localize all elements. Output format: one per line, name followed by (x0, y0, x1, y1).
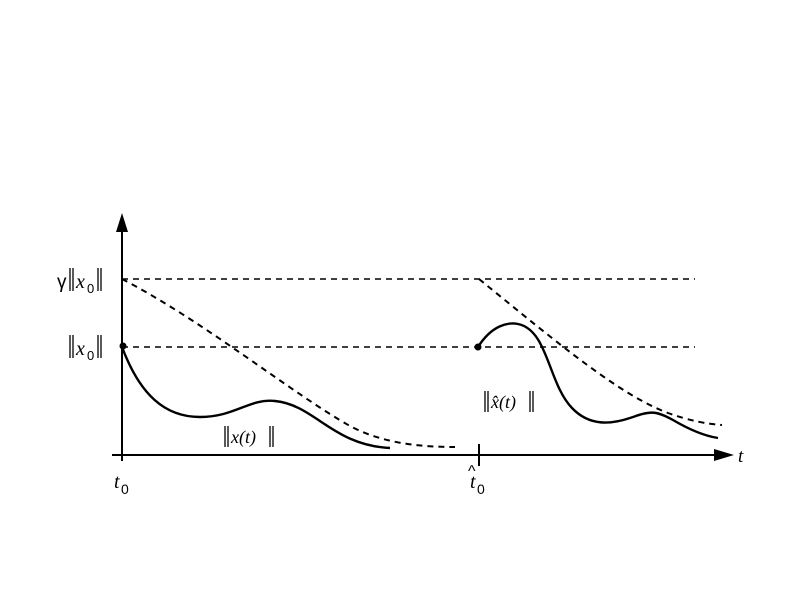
x-of-t-text: x(t) (230, 427, 256, 448)
y-axis-arrow (116, 213, 128, 232)
t0-label: t 0 (114, 471, 129, 497)
trajectory-xhat (476, 322, 719, 440)
gamma-x0-x: x (75, 271, 85, 293)
gamma-symbol: γ (57, 272, 67, 293)
x-of-t-label: x(t) (224, 426, 274, 448)
bound-curve-1 (121, 278, 456, 448)
t0-t: t (114, 471, 120, 493)
t0-sub: 0 (121, 481, 129, 497)
x0-norm-sub: 0 (87, 348, 94, 363)
bound-curve-2 (478, 278, 723, 426)
xhat-start-dot (474, 343, 482, 351)
t-axis-label: t (738, 446, 744, 467)
t0hat-sub: 0 (477, 481, 485, 497)
t0hat-hat: ^ (468, 463, 476, 480)
t0hat-label: ^ t 0 (468, 463, 485, 497)
x-axis-arrow (714, 449, 734, 461)
x0-norm-x: x (75, 338, 85, 360)
xhat-of-t-text: x̂(t) (490, 392, 516, 413)
gamma-x0-label: γ x 0 (57, 268, 102, 296)
x0-start-dot (119, 342, 127, 350)
trajectory-x (120, 346, 391, 450)
t0hat-t: t (470, 471, 476, 493)
x0-norm-label: x 0 (69, 335, 102, 363)
gamma-x0-sub: 0 (87, 281, 94, 296)
xhat-of-t-label: x̂(t) (484, 391, 534, 413)
